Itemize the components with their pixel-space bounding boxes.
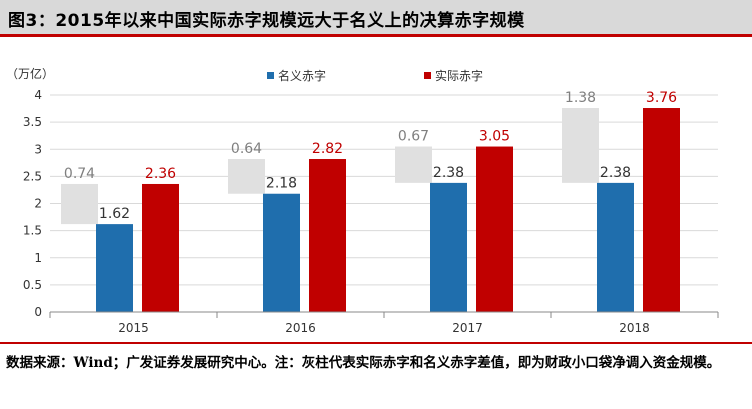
y-tick-label: 3 xyxy=(34,142,42,156)
footnote: 数据来源：Wind；广发证券发展研究中心。注：灰柱代表实际赤字和名义赤字差值，即… xyxy=(6,355,721,371)
legend-label-nominal: 名义赤字 xyxy=(278,68,326,83)
bar-actual xyxy=(142,183,179,312)
y-axis-ticks: 0 0.5 1 1.5 2 2.5 3 3.5 4 xyxy=(23,88,42,319)
chart-bars: 0.74 1.62 2.36 0.64 2.18 2.82 0.67 2.38 3.05 1.38… xyxy=(61,90,680,313)
nominal-value-label: 2.38 xyxy=(433,165,464,181)
actual-value-label: 2.36 xyxy=(145,166,176,182)
bar-actual xyxy=(643,108,680,313)
bar-gap xyxy=(61,183,98,225)
title-bar: 图3：2015年以来中国实际赤字规模远大于名义上的决算赤字规模 xyxy=(0,0,752,37)
y-tick-label: 2 xyxy=(34,197,42,211)
y-tick-label: 2.5 xyxy=(23,169,42,183)
page-title: 图3：2015年以来中国实际赤字规模远大于名义上的决算赤字规模 xyxy=(8,11,525,31)
legend-swatch-actual xyxy=(424,72,431,79)
x-tick-label: 2017 xyxy=(452,321,483,335)
y-tick-label: 3.5 xyxy=(23,115,42,129)
actual-value-label: 3.76 xyxy=(646,90,677,106)
nominal-value-label: 2.18 xyxy=(266,176,297,192)
gap-value-label: 0.64 xyxy=(231,141,262,157)
y-tick-label: 4 xyxy=(34,88,42,102)
y-axis-unit-label: （万亿） xyxy=(6,66,54,81)
y-tick-label: 1.5 xyxy=(23,224,42,238)
bar-nominal xyxy=(96,224,133,312)
bar-nominal xyxy=(263,193,300,312)
legend-label-actual: 实际赤字 xyxy=(435,68,483,83)
x-axis: 2015 2016 2017 2018 xyxy=(49,311,719,335)
gap-value-label: 0.67 xyxy=(398,129,429,145)
legend-swatch-nominal xyxy=(267,72,274,79)
y-tick-label: 1 xyxy=(34,251,42,265)
bar-actual xyxy=(309,159,346,312)
x-tick-label: 2015 xyxy=(118,321,149,335)
gap-value-label: 0.74 xyxy=(64,166,95,182)
bar-nominal xyxy=(597,182,634,312)
x-tick-label: 2018 xyxy=(619,321,650,335)
y-tick-label: 0 xyxy=(34,305,42,319)
actual-value-label: 2.82 xyxy=(312,141,343,157)
nominal-value-label: 2.38 xyxy=(600,165,631,181)
bar-gap xyxy=(562,108,599,183)
nominal-value-label: 1.62 xyxy=(99,206,130,222)
bar-actual xyxy=(476,146,513,312)
bar-chart: （万亿） 名义赤字 实际赤字 0 0.5 1 1.5 2 2.5 3 3.5 4 0.74 1.6… xyxy=(6,66,719,335)
bar-nominal xyxy=(430,182,467,312)
y-tick-label: 0.5 xyxy=(23,278,42,292)
bar-gap xyxy=(395,146,432,183)
actual-value-label: 3.05 xyxy=(479,129,510,145)
bar-gap xyxy=(228,159,265,194)
x-tick-label: 2016 xyxy=(285,321,316,335)
footnote-divider xyxy=(0,342,752,344)
legend: 名义赤字 实际赤字 xyxy=(267,68,483,83)
gap-value-label: 1.38 xyxy=(565,90,596,106)
